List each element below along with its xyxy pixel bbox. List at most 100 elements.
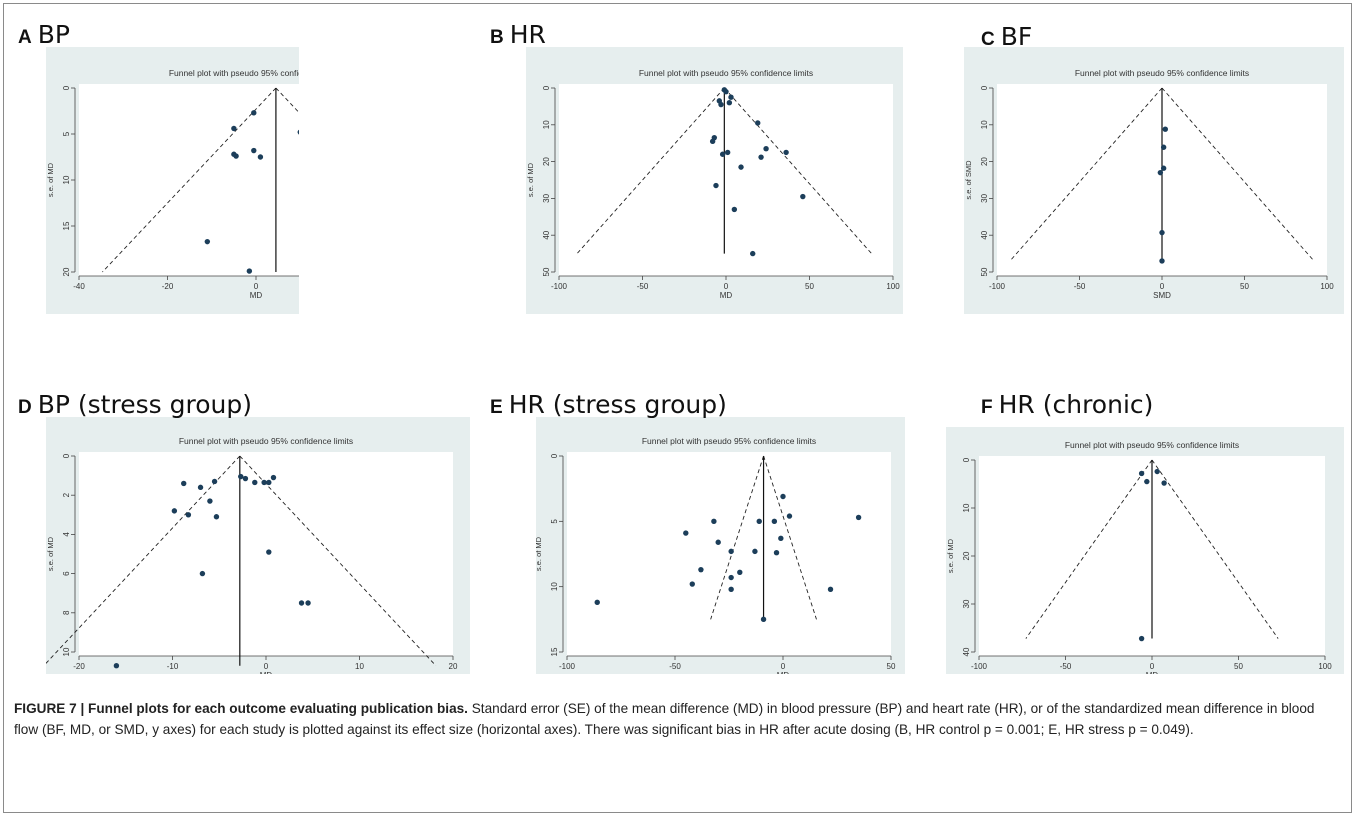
study-point (1144, 478, 1150, 485)
study-point (266, 549, 272, 555)
x-tick-label: -50 (669, 662, 681, 671)
x-tick-label: -50 (637, 282, 649, 291)
y-tick-label: 20 (962, 551, 971, 560)
figure-caption: FIGURE 7 | Funnel plots for each outcome… (14, 699, 1339, 740)
study-point (1162, 126, 1168, 132)
x-axis-label: MD (777, 671, 790, 674)
x-tick-label: -20 (73, 662, 85, 671)
x-tick-label: 10 (355, 662, 364, 671)
study-point (270, 474, 277, 481)
panel-letter: F (981, 397, 993, 418)
x-tick-label: -100 (989, 282, 1006, 291)
panel-heading-f: F HR (chronic) (981, 390, 1153, 419)
y-tick-label: 6 (62, 571, 71, 576)
study-point (728, 548, 734, 555)
y-tick-label: 10 (980, 120, 989, 129)
study-point (252, 479, 258, 486)
panel-letter: C (981, 29, 995, 50)
x-tick-label: 0 (724, 282, 729, 291)
y-tick-label: 10 (550, 582, 559, 591)
funnel-plot-e: Funnel plot with pseudo 95% confidence l… (536, 417, 905, 674)
x-tick-label: -20 (162, 282, 174, 291)
y-tick-label: 20 (62, 267, 71, 276)
study-point (709, 138, 716, 145)
funnel-plot-svg: Funnel plot with pseudo 95% confidence l… (536, 417, 905, 674)
y-tick-label: 4 (62, 532, 71, 537)
plot-title: Funnel plot with pseudo 95% confidence l… (169, 68, 299, 78)
funnel-plot-c: Funnel plot with pseudo 95% confidence l… (964, 47, 1344, 314)
funnel-plot-svg: Funnel plot with pseudo 95% confidence l… (526, 47, 903, 314)
y-axis-label: s.e. of MD (946, 538, 955, 573)
y-tick-label: 0 (542, 85, 551, 90)
study-point (197, 484, 204, 491)
x-axis-label: MD (260, 671, 273, 674)
study-point (297, 129, 299, 135)
x-tick-label: -100 (551, 282, 568, 291)
funnel-right-limit (239, 455, 437, 667)
y-tick-label: 40 (542, 230, 551, 239)
funnel-right-limit (1151, 459, 1279, 639)
y-tick-label: 40 (980, 230, 989, 239)
y-tick-label: 2 (62, 492, 71, 497)
y-tick-label: 30 (542, 193, 551, 202)
panel-heading-c: C BF (981, 22, 1032, 51)
x-tick-label: 0 (254, 282, 259, 291)
y-tick-label: 8 (62, 610, 71, 615)
funnel-right-limit (723, 87, 872, 254)
y-tick-label: 15 (550, 647, 559, 656)
study-point (181, 480, 187, 487)
x-tick-label: 20 (449, 662, 458, 671)
study-point (728, 574, 734, 581)
y-tick-label: 10 (62, 647, 71, 656)
study-point (800, 193, 806, 200)
plot-title: Funnel plot with pseudo 95% confidence l… (639, 68, 813, 78)
y-tick-label: 20 (542, 157, 551, 166)
study-point (1160, 165, 1167, 171)
plot-title: Funnel plot with pseudo 95% confidence l… (179, 436, 353, 446)
study-point (1138, 635, 1145, 642)
study-point (698, 566, 704, 573)
funnel-left-limit (46, 455, 241, 664)
y-tick-label: 20 (980, 157, 989, 166)
funnel-plot-a: Funnel plot with pseudo 95% confidence l… (46, 47, 299, 314)
study-point (752, 548, 758, 555)
study-point (763, 146, 769, 152)
study-point (778, 535, 784, 542)
plot-title: Funnel plot with pseudo 95% confidence l… (642, 436, 816, 446)
study-point (261, 479, 267, 486)
x-tick-label: 100 (1318, 662, 1332, 671)
x-axis-label: MD (720, 291, 733, 300)
x-tick-label: 50 (887, 662, 896, 671)
study-point (737, 569, 743, 575)
study-point (855, 514, 862, 521)
y-tick-label: 40 (962, 647, 971, 656)
study-point (213, 514, 220, 520)
x-tick-label: -10 (167, 662, 179, 671)
study-point (723, 88, 729, 95)
funnel-left-limit (576, 87, 725, 254)
y-tick-label: 30 (962, 599, 971, 608)
x-axis-label: MD (250, 291, 263, 300)
study-point (594, 599, 600, 606)
x-tick-label: -100 (559, 662, 576, 671)
y-tick-label: 5 (62, 131, 71, 136)
y-axis-label: s.e. of MD (46, 162, 55, 197)
funnel-plot-svg: Funnel plot with pseudo 95% confidence l… (946, 427, 1344, 674)
funnel-plot-svg: Funnel plot with pseudo 95% confidence l… (964, 47, 1344, 314)
study-point (242, 475, 249, 482)
x-tick-label: -50 (1060, 662, 1072, 671)
study-point (207, 498, 213, 504)
study-point (251, 147, 257, 154)
study-point (760, 616, 767, 623)
study-point (728, 94, 734, 100)
funnel-plot-f: Funnel plot with pseudo 95% confidence l… (946, 427, 1344, 674)
study-point (726, 100, 733, 106)
panel-heading-e: E HR (stress group) (490, 390, 727, 419)
plot-area (567, 452, 891, 656)
funnel-plot-svg: Funnel plot with pseudo 95% confidence l… (46, 47, 299, 314)
study-point (719, 151, 726, 157)
study-point (211, 478, 218, 485)
plot-area (559, 84, 893, 276)
y-axis-label: s.e. of MD (536, 536, 543, 571)
study-point (199, 570, 206, 577)
